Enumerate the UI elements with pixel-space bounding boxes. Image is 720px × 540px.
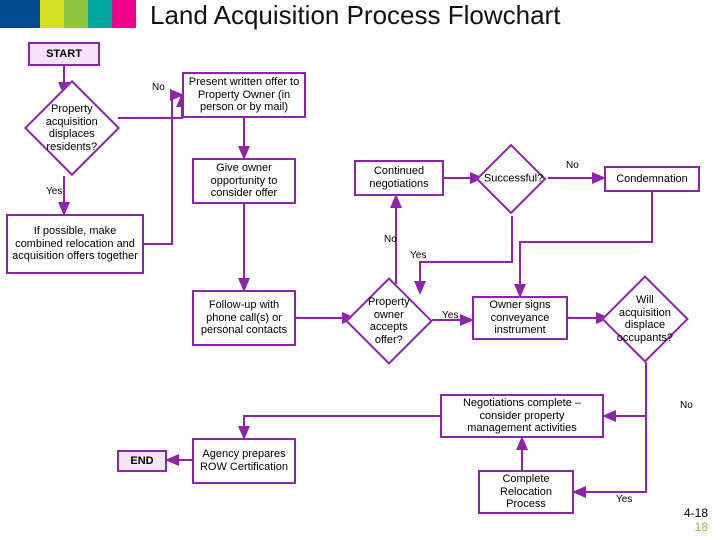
edge-willdisplace-negcomplete (604, 362, 646, 416)
colorbar-seg (112, 0, 136, 28)
node-willdisplace: Will acquisition displace occupants? (601, 275, 689, 363)
edge-label-yes1: Yes (46, 186, 62, 197)
edge-label-no2: No (384, 234, 397, 245)
node-followup: Follow-up with phone call(s) or personal… (192, 290, 296, 346)
page-sub: 18 (695, 520, 708, 534)
edge-label-yes3: Yes (442, 310, 458, 321)
node-successful: Successful? (476, 144, 547, 215)
edge-combined-present (144, 95, 182, 244)
colorbar-seg (88, 0, 112, 28)
edge-label-no4: No (680, 400, 693, 411)
edge-label-no1: No (152, 82, 165, 93)
node-label: Will acquisition displace occupants? (617, 294, 673, 345)
node-accepts: Property owner accepts offer? (345, 277, 433, 365)
node-label: Successful? (484, 173, 537, 186)
edge-label-yes4: Yes (616, 494, 632, 505)
node-continued: Continued negotiations (354, 160, 444, 196)
node-end: END (117, 450, 167, 472)
node-displaces: Property acquisition displaces residents… (24, 80, 120, 176)
node-label: Property acquisition displaces residents… (44, 103, 100, 154)
node-start: START (28, 42, 100, 66)
edge-negcomplete-agency (244, 416, 440, 438)
edge-label-yes2: Yes (410, 250, 426, 261)
node-giveowner: Give owner opportunity to consider offer (192, 158, 296, 204)
edge-label-no3: No (566, 160, 579, 171)
flowchart-stage: Land Acquisition Process Flowchart START… (0, 0, 720, 540)
node-present: Present written offer to Property Owner … (182, 72, 306, 118)
colorbar-seg (40, 0, 64, 28)
node-agency: Agency prepares ROW Certification (192, 438, 296, 484)
page-number: 4-18 18 (684, 506, 708, 534)
edge-displaces-present (118, 95, 182, 118)
colorbar-seg (64, 0, 88, 28)
node-negcomplete: Negotiations complete – consider propert… (440, 394, 604, 438)
color-bar (0, 0, 136, 28)
node-reloc: Complete Relocation Process (478, 470, 574, 514)
edge-condemn-signs (520, 192, 652, 296)
colorbar-seg (0, 0, 40, 28)
node-label: Property owner accepts offer? (364, 296, 414, 347)
node-signs: Owner signs conveyance instrument (472, 296, 568, 340)
edge-successful-yesdown (420, 216, 512, 293)
page-main: 4-18 (684, 506, 708, 520)
page-title: Land Acquisition Process Flowchart (150, 0, 560, 31)
node-combined: If possible, make combined relocation an… (6, 214, 144, 274)
node-condemn: Condemnation (604, 166, 700, 192)
